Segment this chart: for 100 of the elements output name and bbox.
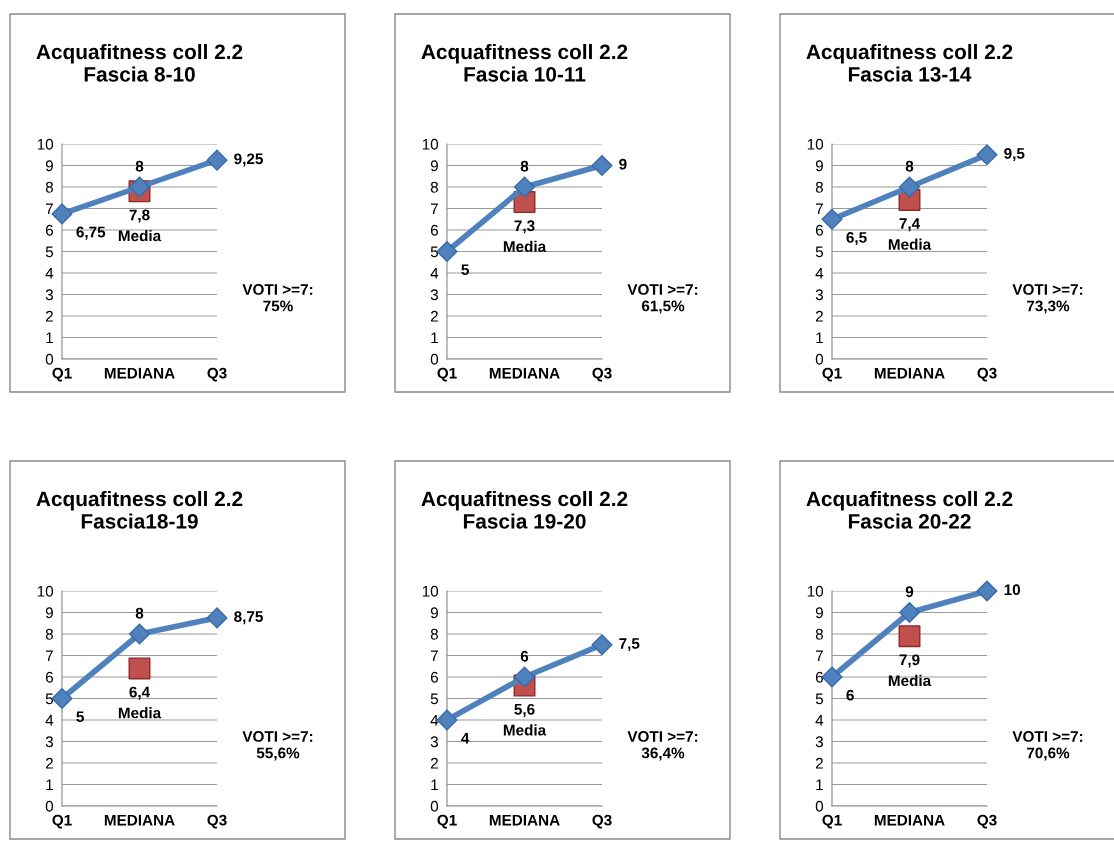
y-tick-label: 4 xyxy=(45,715,54,726)
x-tick-label: Q1 xyxy=(822,814,842,829)
x-tick-label: MEDIANA xyxy=(874,367,945,379)
y-tick-label: 7 xyxy=(430,650,438,662)
x-tick-label: Q1 xyxy=(437,367,457,382)
y-tick-label: 3 xyxy=(430,289,438,301)
x-tick-label: Q3 xyxy=(207,814,227,829)
point xyxy=(898,601,921,624)
point xyxy=(51,203,73,225)
point xyxy=(128,176,151,198)
y-tick-label: 6 xyxy=(430,671,438,683)
y-tick-label: 2 xyxy=(45,757,53,769)
point xyxy=(206,149,228,171)
y-tick-label: 10 xyxy=(37,138,54,150)
point xyxy=(591,154,613,177)
data-label: 6,4 xyxy=(129,686,151,700)
y-tick-label: 0 xyxy=(815,353,824,365)
series-label: Media xyxy=(503,240,547,252)
y-tick-label: 2 xyxy=(815,310,823,322)
point xyxy=(898,176,921,198)
text: VOTI >=7: 36,4% xyxy=(627,731,698,761)
y-tick-label: 0 xyxy=(430,800,439,812)
y-tick-label: 5 xyxy=(45,246,54,258)
y-tick-label: 8 xyxy=(45,628,53,640)
y-tick-label: 2 xyxy=(430,757,438,769)
y-tick-label: 1 xyxy=(431,332,438,344)
y-tick-label: 8 xyxy=(430,628,438,640)
data-label: 7,3 xyxy=(514,220,535,234)
y-tick-label: 0 xyxy=(45,353,54,365)
series-label: Media xyxy=(118,707,162,719)
y-tick-label: 3 xyxy=(45,289,53,301)
data-label: 6,5 xyxy=(846,231,867,246)
x-tick-label: Q3 xyxy=(592,367,612,382)
y-tick-label: 7 xyxy=(45,650,53,662)
point xyxy=(591,634,613,656)
series-label: Media xyxy=(118,230,162,242)
y-tick-label: 1 xyxy=(431,779,438,791)
data-label: 4 xyxy=(461,732,470,744)
y-tick-label: 3 xyxy=(815,289,823,301)
y-tick-label: 9 xyxy=(430,160,438,172)
y-tick-label: 8 xyxy=(815,181,823,193)
x-tick-label: MEDIANA xyxy=(489,814,560,826)
chart-title: Acquafitness coll 2.2 Fascia 20-22 xyxy=(806,490,1013,529)
data-label: 7,8 xyxy=(129,209,150,223)
y-tick-label: 6 xyxy=(815,671,823,683)
x-tick-label: Q3 xyxy=(592,814,612,829)
x-tick-label: MEDIANA xyxy=(874,814,945,826)
y-tick-label: 6 xyxy=(45,671,53,683)
series-label: Media xyxy=(503,724,547,736)
y-tick-label: 8 xyxy=(430,181,438,193)
y-tick-label: 7 xyxy=(815,650,823,662)
y-tick-label: 10 xyxy=(37,585,54,597)
y-tick-label: 6 xyxy=(45,224,53,236)
x-tick-label: Q1 xyxy=(52,367,72,382)
data-label: 10 xyxy=(1004,584,1021,596)
y-tick-label: 4 xyxy=(815,268,824,279)
y-tick-label: 9 xyxy=(430,607,438,619)
y-tick-label: 9 xyxy=(815,160,823,172)
y-tick-label: 1 xyxy=(46,779,53,791)
y-tick-label: 5 xyxy=(430,246,439,258)
x-tick-label: Q1 xyxy=(822,367,842,382)
data-label: 8 xyxy=(135,160,144,172)
point xyxy=(128,623,151,645)
y-tick-label: 0 xyxy=(45,800,54,812)
y-tick-label: 6 xyxy=(430,224,438,236)
data-label: 9,5 xyxy=(1004,148,1025,162)
data-label: 7,4 xyxy=(899,218,921,232)
chart-title: Acquafitness coll 2.2 Fascia 13-14 xyxy=(806,43,1013,82)
data-label: 6 xyxy=(520,650,529,662)
data-label: 9,25 xyxy=(234,153,263,167)
data-label: 6,75 xyxy=(76,226,106,240)
point xyxy=(51,687,73,710)
y-tick-label: 3 xyxy=(45,736,53,748)
text: VOTI >=7: 61,5% xyxy=(627,284,698,314)
data-label: 5,6 xyxy=(514,703,535,717)
point xyxy=(976,144,998,166)
y-tick-label: 5 xyxy=(45,693,54,705)
y-tick-label: 8 xyxy=(815,628,823,640)
y-tick-label: 7 xyxy=(430,203,438,215)
y-tick-label: 1 xyxy=(816,332,823,344)
y-tick-label: 2 xyxy=(430,310,438,322)
data-label: 8 xyxy=(520,160,529,172)
data-label: 5 xyxy=(461,264,469,276)
y-tick-label: 1 xyxy=(46,332,53,344)
y-tick-label: 10 xyxy=(807,585,824,597)
y-tick-label: 0 xyxy=(430,353,439,365)
series-label: Media xyxy=(888,238,932,250)
data-label: 8,75 xyxy=(234,611,263,625)
x-tick-label: MEDIANA xyxy=(104,814,175,826)
chart-title: Acquafitness coll 2.2 Fascia 19-20 xyxy=(421,490,628,529)
data-label: 6 xyxy=(846,689,854,701)
y-tick-label: 6 xyxy=(815,224,823,236)
data-label: 9 xyxy=(905,586,914,598)
data-label: 8 xyxy=(905,160,914,172)
y-tick-label: 4 xyxy=(815,715,824,726)
point xyxy=(976,580,998,602)
data-label: 8 xyxy=(135,607,144,619)
data-label: 9 xyxy=(619,158,627,170)
y-tick-label: 2 xyxy=(45,310,53,322)
x-tick-label: MEDIANA xyxy=(104,367,175,379)
